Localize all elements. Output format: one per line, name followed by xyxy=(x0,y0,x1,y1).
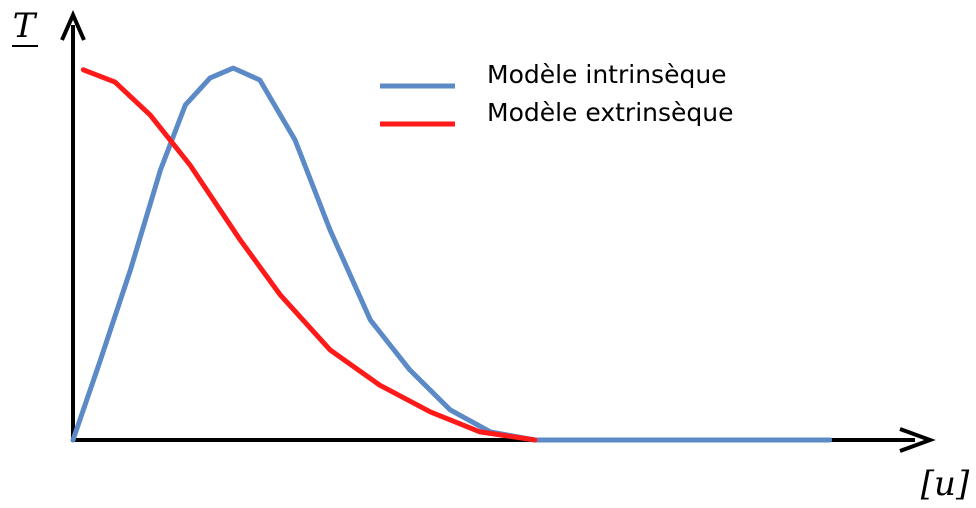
legend-label: Modèle extrinsèque xyxy=(487,98,734,127)
legend-label: Modèle intrinsèque xyxy=(487,60,727,89)
x-axis-label: [u] xyxy=(921,464,970,504)
data-line xyxy=(80,67,538,443)
x-axis-arrow xyxy=(899,427,936,453)
y-axis-label: T xyxy=(13,6,38,46)
data-line xyxy=(70,65,833,443)
y-axis-arrow xyxy=(60,10,86,41)
